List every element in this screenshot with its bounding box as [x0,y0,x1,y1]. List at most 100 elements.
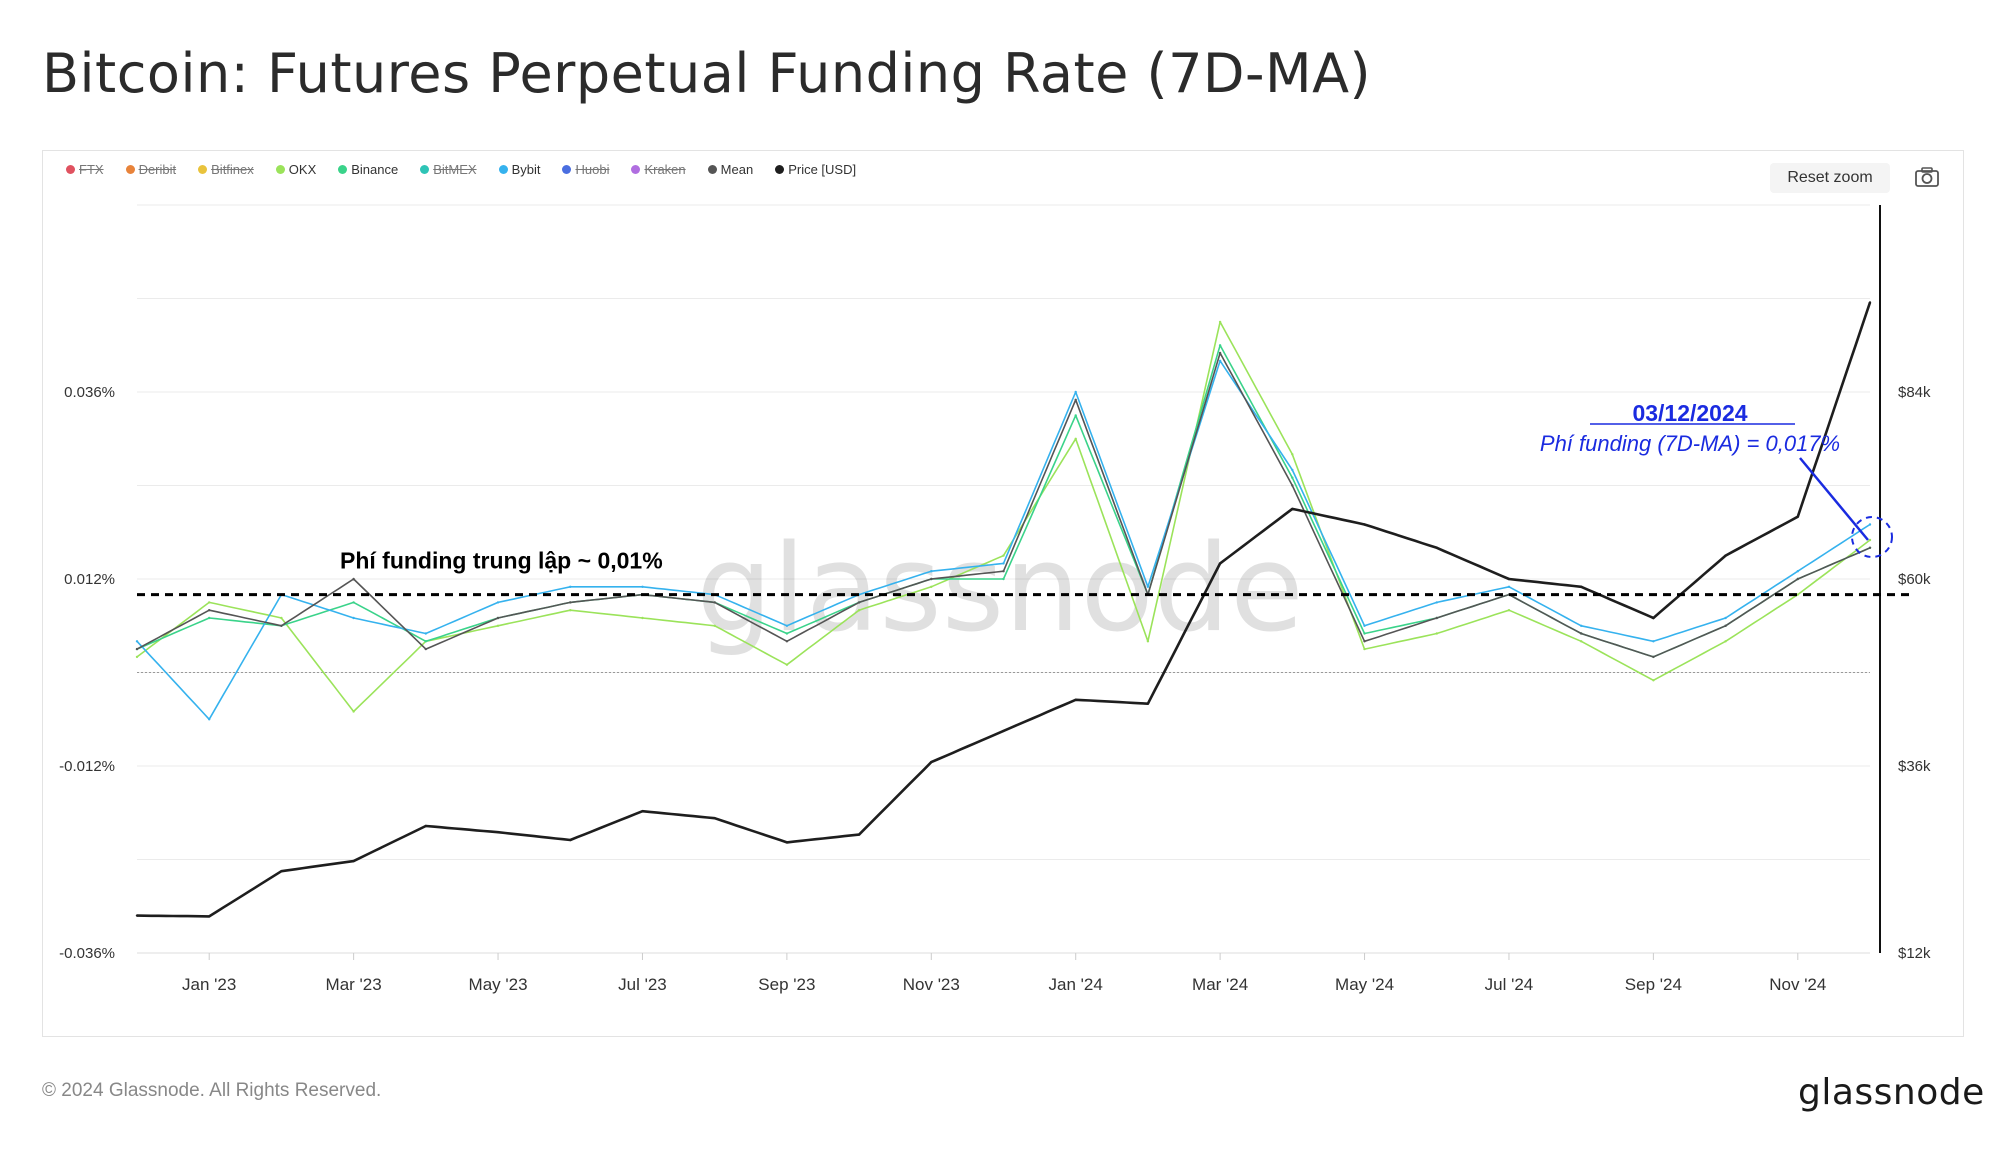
chart-title: Bitcoin: Futures Perpetual Funding Rate … [42,42,1372,105]
right-axis-tick: $60k [1898,571,1931,588]
data-point-binance [1363,632,1366,635]
legend-item-ftx[interactable]: FTX [66,162,104,177]
legend-dot-icon [707,165,717,174]
data-point-price-usd [424,824,427,828]
data-point-bybit [1868,523,1872,526]
data-point-okx [1868,538,1872,542]
legend-item-huobi[interactable]: Huobi [562,162,609,177]
right-axis-tick: $36k [1898,758,1931,775]
data-point-mean [424,647,427,651]
data-point-mean [1435,616,1439,620]
data-point-okx [569,609,572,612]
legend-item-deribit[interactable]: Deribit [125,162,177,177]
data-point-mean [1796,577,1800,581]
data-point-price-usd [1796,515,1800,518]
x-axis-tick: Nov '24 [1769,975,1826,994]
legend-dot-icon [420,165,430,174]
data-point-bybit [1507,585,1511,588]
legend-item-mean[interactable]: Mean [707,162,753,177]
data-point-bybit [1435,601,1439,604]
left-axis-tick: 0.036% [64,384,115,401]
data-point-mean [1218,351,1222,355]
legend-item-kraken[interactable]: Kraken [631,162,686,177]
data-point-bybit [1796,570,1800,573]
x-axis-tick: May '24 [1335,975,1394,994]
data-point-okx [208,601,211,604]
watermark-text: glassnode [696,520,1304,659]
data-point-price-usd [496,831,500,834]
glassnode-logo: glassnode [1798,1072,1985,1113]
data-point-price-usd [1363,523,1366,526]
legend-dot-icon [198,165,208,174]
data-point-mean [713,601,716,604]
reset-zoom-button[interactable]: Reset zoom [1770,163,1890,193]
data-point-okx [135,655,139,659]
data-point-price-usd [641,810,644,813]
data-point-okx [496,624,500,627]
x-axis-tick: Jul '24 [1485,975,1534,994]
data-point-price-usd [1724,554,1727,557]
legend-label: Huobi [575,162,610,177]
legend-label: Bybit [511,162,541,177]
data-point-okx [1724,640,1727,643]
x-axis-tick: Jul '23 [618,975,667,994]
data-point-bybit [1002,562,1005,565]
data-point-okx [1291,453,1294,456]
data-point-bybit [1724,616,1727,620]
data-point-price-usd [1652,616,1655,620]
data-point-okx [1580,640,1583,643]
camera-icon[interactable] [1914,166,1940,188]
data-point-bybit [641,585,644,588]
legend-item-bybit[interactable]: Bybit [498,162,541,177]
left-axis-tick: -0.012% [59,758,115,775]
data-point-mean [1363,640,1366,643]
data-point-okx [1002,554,1005,557]
legend-item-bitfinex[interactable]: Bitfinex [198,162,254,177]
data-point-binance [352,601,355,604]
legend-item-bitmex[interactable]: BitMEX [420,162,477,177]
data-point-price-usd [1868,301,1872,304]
legend-item-price-usd[interactable]: Price [USD] [775,162,856,177]
legend-item-okx[interactable]: OKX [275,162,316,177]
legend-label: Price [USD] [788,162,857,177]
data-point-mean [785,640,789,643]
legend-label: BitMEX [433,162,477,177]
legend-dot-icon [125,165,135,174]
data-point-mean [208,609,211,612]
legend-label: Kraken [644,162,686,177]
legend-dot-icon [631,165,641,174]
date-annotation: 03/12/2024 [1632,400,1747,426]
data-point-price-usd [1580,585,1583,588]
data-point-bybit [1363,624,1366,627]
data-point-bybit [1291,468,1294,472]
data-point-mean [1868,546,1872,549]
data-point-bybit [1580,624,1583,627]
data-point-mean [1291,484,1294,487]
data-point-mean [1074,398,1077,401]
legend-dot-icon [775,165,785,174]
data-point-mean [1724,624,1727,627]
legend-dot-icon [66,165,75,174]
left-axis-tick: -0.036% [59,945,115,962]
copyright-text: © 2024 Glassnode. All Rights Reserved. [42,1080,382,1101]
data-point-mean [352,577,355,581]
data-point-price-usd [135,914,139,917]
data-point-price-usd [1074,698,1077,701]
data-point-okx [641,616,644,620]
data-point-binance [1291,476,1294,479]
x-axis-tick: Jan '23 [182,975,236,994]
right-axis-tick: $84k [1898,384,1931,401]
rate-annotation: Phí funding (7D-MA) = 0,017% [1540,431,1840,456]
legend-label: Deribit [138,162,177,177]
legend-label: Binance [351,162,399,177]
data-point-binance [1218,344,1222,347]
legend-dot-icon [498,165,508,174]
data-point-price-usd [569,838,572,842]
legend-dot-icon [338,165,348,174]
data-point-bybit [496,601,500,604]
data-point-price-usd [1218,562,1222,565]
x-axis-tick: Nov '23 [903,975,960,994]
right-axis-tick: $12k [1898,945,1931,962]
legend-item-binance[interactable]: Binance [338,162,398,177]
